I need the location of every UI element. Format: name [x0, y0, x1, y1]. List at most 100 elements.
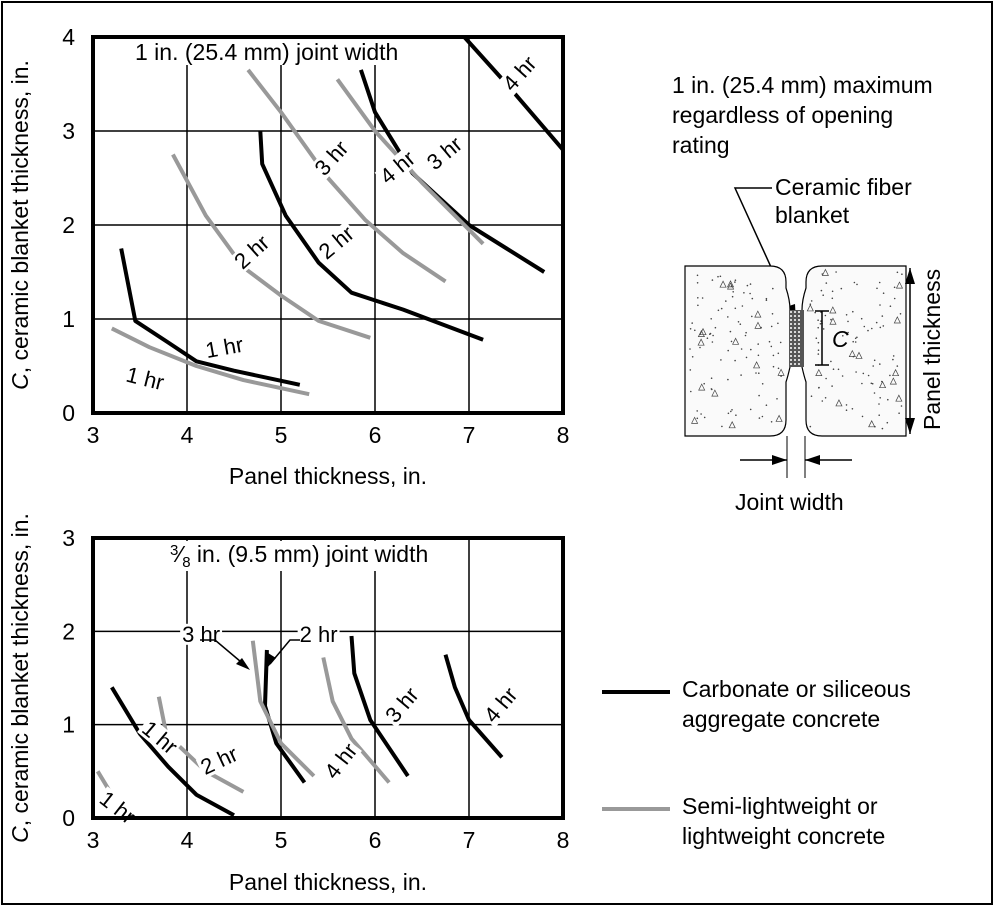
series-label: 2 hr — [300, 622, 338, 647]
speckle-dot — [830, 318, 832, 321]
speckle-dot — [694, 329, 696, 332]
joint-detail-illustration: 1 in. (25.4 mm) maximum regardless of op… — [672, 72, 945, 515]
svg-text:blanket: blanket — [775, 202, 850, 228]
speckle-dot — [712, 334, 714, 337]
series-label: 4 hr — [497, 51, 541, 96]
series-label: 3 hr — [380, 682, 424, 727]
speckle-dot — [861, 382, 863, 385]
speckle-dot — [820, 289, 823, 292]
series-label: 1 hr — [137, 716, 182, 760]
speckle-dot — [749, 408, 752, 411]
speckle-dot — [696, 274, 699, 277]
speckle-triangle — [878, 380, 887, 389]
speckle-dot — [881, 315, 884, 317]
blanket-hatch-dot — [798, 347, 800, 349]
speckle-dot — [777, 367, 780, 370]
blanket-hatch-dot — [798, 363, 800, 365]
legend-black-line-2: aggregate concrete — [682, 706, 880, 732]
blanket-hatch-dot — [790, 311, 792, 313]
speckle-dot — [699, 346, 701, 349]
speckle-triangle — [829, 317, 837, 325]
speckle-dot — [743, 292, 745, 294]
speckle-dot — [831, 290, 834, 293]
leader-3hr-arrowhead — [236, 658, 250, 670]
speckle-dot — [893, 286, 896, 289]
speckle-dot — [780, 375, 782, 377]
series-label-backdrop — [309, 135, 354, 181]
speckle-dot — [720, 359, 722, 361]
speckle-dot — [819, 323, 822, 325]
speckle-dot — [719, 275, 722, 278]
speckle-dot — [825, 282, 828, 284]
speckle-dot — [709, 332, 712, 335]
series-label: 2 hr — [314, 221, 359, 265]
speckle-dot — [847, 331, 849, 334]
y-tick-label: 1 — [62, 712, 75, 738]
speckle-dot — [872, 365, 874, 367]
series-label: 1 hr — [95, 786, 140, 829]
speckle-dot — [730, 410, 732, 413]
series-label-backdrop — [122, 363, 168, 394]
detail-note-line-3: rating — [672, 132, 730, 158]
speckle-dot — [874, 425, 876, 428]
blanket-hatch-dot — [798, 339, 800, 341]
speckle-dot — [761, 383, 764, 385]
speckle-dot — [855, 371, 857, 373]
series-line-gray — [171, 153, 371, 340]
blanket-hatch-dot — [790, 343, 792, 345]
speckle-dot — [714, 326, 717, 329]
speckle-dot — [856, 336, 858, 339]
speckle-dot — [860, 317, 863, 320]
series-line-gray — [156, 696, 245, 794]
chart-title: 3⁄8 in. (9.5 mm) joint width — [170, 541, 428, 571]
speckle-triangle — [775, 414, 783, 422]
speckle-dot — [852, 355, 855, 358]
series-label-group: 1 hr — [201, 332, 247, 363]
blanket-hatch-dot — [798, 311, 800, 313]
blanket-hatch-dot — [798, 355, 800, 357]
speckle-triangle — [893, 316, 901, 324]
speckle-dot — [852, 310, 854, 313]
speckle-triangle — [691, 416, 699, 424]
series-label-backdrop — [497, 50, 542, 97]
speckle-dot — [729, 330, 732, 333]
x-tick-label: 5 — [275, 827, 288, 853]
panel-thickness-arrow-top — [905, 268, 915, 284]
speckle-dot — [749, 283, 752, 285]
legend-black-line-1: Carbonate or siliceous — [682, 676, 911, 702]
blanket-hatch-dot — [794, 339, 796, 341]
speckle-dot — [831, 297, 834, 300]
speckle-triangle — [821, 268, 829, 276]
chart-title-backdrop — [131, 39, 403, 65]
speckle-dot — [730, 340, 733, 343]
speckle-dot — [700, 413, 702, 415]
speckle-dot — [845, 404, 848, 406]
blanket-hatch-dot — [798, 315, 800, 317]
series-label-group: 3 hr — [421, 131, 468, 175]
speckle-dot — [873, 359, 876, 362]
speckle-dot — [873, 392, 876, 394]
x-tick-label: 6 — [369, 827, 382, 853]
speckle-dot — [727, 378, 729, 381]
series-line-gray — [246, 68, 447, 284]
blanket-hatch-dot — [798, 323, 800, 325]
speckle-dot — [710, 377, 713, 380]
joint-width-arrow-left-head — [772, 455, 787, 465]
speckle-dot — [856, 283, 858, 286]
speckle-dot — [821, 400, 824, 402]
speckle-dot — [845, 409, 848, 412]
speckle-triangle — [754, 321, 762, 329]
blanket-hatch-dot — [798, 327, 800, 329]
speckle-dot — [853, 281, 856, 284]
blanket-hatch-dot — [790, 323, 792, 325]
speckle-triangle — [855, 351, 863, 359]
speckle-triangle — [754, 310, 762, 318]
chart-title-backdrop — [166, 541, 433, 571]
blanket-hatch-dot — [794, 351, 796, 353]
speckle-dot — [882, 292, 885, 295]
series-label-group: 3 hr — [180, 622, 223, 647]
series-label-backdrop — [201, 333, 247, 362]
speckle-dot — [879, 304, 881, 306]
speckle-dot — [841, 375, 844, 377]
blanket-hatch-pattern — [790, 311, 800, 365]
